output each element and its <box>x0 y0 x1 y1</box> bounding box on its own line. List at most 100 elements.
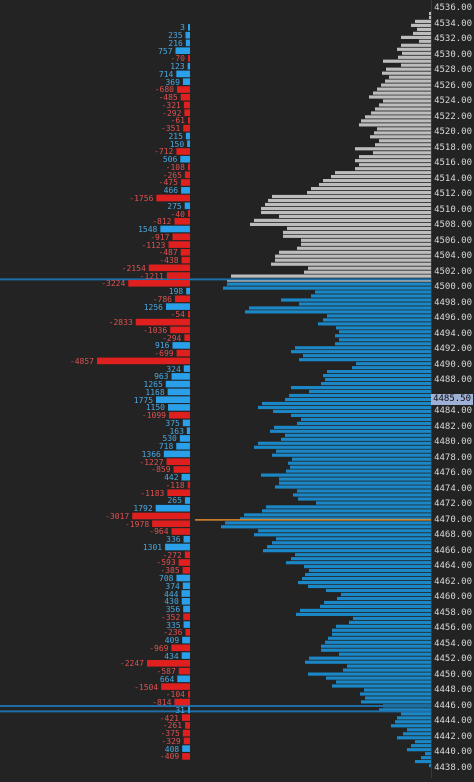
price-tick-label: 4484.00 <box>434 406 472 417</box>
volume-profile-bar <box>283 234 431 238</box>
delta-label: -1504 <box>134 682 159 692</box>
delta-label: -475 <box>158 178 178 188</box>
volume-profile-bar <box>304 565 431 569</box>
price-tick-label: 4516.00 <box>434 158 472 169</box>
delta-label: -1099 <box>141 411 166 421</box>
delta-label: -1211 <box>139 271 164 281</box>
delta-label: -964 <box>149 527 169 537</box>
volume-profile-bar <box>397 47 431 51</box>
delta-label: -1978 <box>125 519 150 529</box>
delta-label: -593 <box>156 558 176 568</box>
volume-profile-bar <box>273 409 431 413</box>
volume-profile-bar <box>359 123 431 127</box>
price-tick-label: 4446.00 <box>434 700 472 711</box>
delta-bar <box>176 349 191 357</box>
delta-label: -1183 <box>140 488 165 498</box>
delta-bar <box>188 311 190 318</box>
price-tick-label: 4520.00 <box>434 127 472 138</box>
volume-profile-bar <box>305 573 431 577</box>
delta-label: -1036 <box>143 325 168 335</box>
volume-profile-bar <box>377 87 431 91</box>
delta-label: -329 <box>161 736 181 746</box>
delta-label: 444 <box>164 589 179 599</box>
price-tick-label: 4492.00 <box>434 344 472 355</box>
delta-label: 530 <box>162 434 177 444</box>
volume-profile-bar <box>275 254 431 258</box>
price-tick-label: 4524.00 <box>434 96 472 107</box>
volume-profile-bar <box>332 632 431 636</box>
price-tick-label: 4438.00 <box>434 763 472 773</box>
volume-profile-bar <box>309 656 431 660</box>
delta-bar <box>165 543 190 551</box>
price-tick-label: 4522.00 <box>434 111 472 122</box>
volume-profile-bar <box>308 584 431 589</box>
volume-profile-bar <box>347 664 431 668</box>
delta-bar <box>163 450 191 458</box>
price-tick-label: 4482.00 <box>434 421 472 432</box>
volume-profile-bar <box>377 127 431 131</box>
volume-profile-bar <box>335 334 431 338</box>
volume-profile-bar <box>407 748 431 752</box>
volume-profile-bar <box>395 720 431 724</box>
delta-bar <box>172 233 191 241</box>
volume-profile-bar <box>379 708 431 712</box>
delta-label: 1265 <box>143 380 163 390</box>
volume-profile-bar <box>397 716 431 720</box>
delta-label: 1366 <box>141 449 161 459</box>
price-tick-label: 4464.00 <box>434 561 472 572</box>
volume-profile-bar <box>360 692 431 696</box>
delta-bar <box>176 442 190 450</box>
delta-bar <box>188 210 190 217</box>
delta-bar <box>176 86 190 93</box>
delta-bar <box>181 652 190 659</box>
volume-profile-bar <box>297 489 431 493</box>
delta-label: -70 <box>170 54 185 64</box>
delta-bar <box>183 613 190 621</box>
volume-profile-bar <box>429 15 431 20</box>
delta-bar <box>181 256 191 264</box>
volume-profile-bar <box>291 350 431 354</box>
volume-profile-bar <box>402 51 431 55</box>
delta-label: -40 <box>170 209 185 219</box>
volume-profile-bar <box>270 429 431 433</box>
delta-label: 430 <box>164 597 179 607</box>
volume-profile-bar <box>325 378 431 382</box>
price-tick-label: 4472.00 <box>434 499 472 510</box>
volume-profile-bar <box>254 533 431 537</box>
delta-bar <box>185 31 191 39</box>
volume-profile-bar <box>383 59 431 63</box>
volume-profile-bar <box>419 39 431 43</box>
volume-profile-bar <box>225 521 431 525</box>
delta-bar <box>181 187 190 194</box>
price-tick-label: 4450.00 <box>434 669 472 680</box>
volume-profile-bar <box>281 437 431 441</box>
volume-profile-bar <box>262 401 431 406</box>
price-axis[interactable]: 4536.00 4534.00 4532.00 4530.00 4528.00 4526.… <box>431 0 474 778</box>
delta-label: -814 <box>152 698 172 708</box>
volume-profile-bar <box>300 608 431 612</box>
price-tick-label: 4460.00 <box>434 592 472 603</box>
delta-label: -261 <box>162 721 183 731</box>
delta-label: -409 <box>159 752 180 762</box>
delta-bar <box>156 194 190 202</box>
volume-profile-bar <box>341 592 431 597</box>
volume-profile-bar <box>349 620 431 624</box>
delta-label: -3224 <box>101 279 126 289</box>
delta-bar <box>182 582 191 590</box>
delta-label: -375 <box>160 729 180 739</box>
delta-bar <box>176 70 191 78</box>
delta-bar <box>174 218 190 225</box>
price-tick-label: 4454.00 <box>434 638 472 649</box>
delta-bar <box>128 280 190 287</box>
volume-profile-bar <box>382 71 431 75</box>
price-tick-label: 4530.00 <box>434 49 472 60</box>
delta-bar <box>175 47 191 54</box>
volume-profile-bar <box>298 497 431 501</box>
delta-bar <box>188 55 190 62</box>
volume-profile-bar <box>305 660 431 664</box>
delta-bar <box>168 411 190 419</box>
volume-profile-bar <box>261 473 431 477</box>
delta-bar <box>182 753 190 760</box>
delta-label: -421 <box>159 713 179 723</box>
